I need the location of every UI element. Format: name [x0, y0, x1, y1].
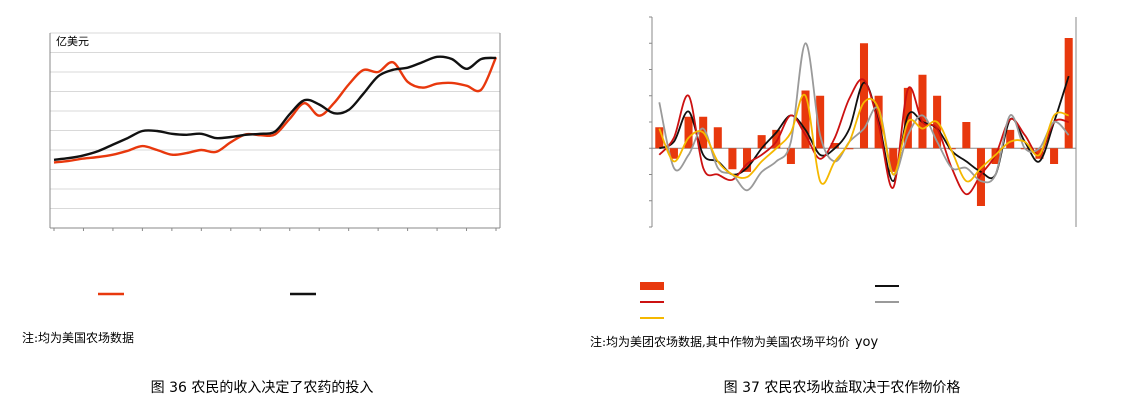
- chart2-bar: [830, 143, 839, 149]
- note-right: 注:均为美团农场数据,其中作物为美国农场平均价 yoy: [590, 334, 879, 350]
- caption-right: 图 37 农民农场收益取决于农作物价格: [724, 380, 961, 396]
- chart2-bar: [655, 127, 664, 149]
- chart2-series-line-3: [658, 93, 1069, 185]
- chart-farm-yoy-prices: [640, 16, 1077, 319]
- chart2-series-line-1: [658, 78, 1069, 196]
- chart2-bar: [1064, 38, 1073, 149]
- chart2-bar: [757, 135, 766, 149]
- chart2-bar: [1006, 129, 1015, 149]
- chart2-bar: [684, 116, 693, 149]
- chart2-bar: [669, 148, 678, 159]
- chart2-bar: [859, 43, 869, 149]
- chart2-bar: [713, 127, 722, 149]
- chart2-bar: [918, 74, 927, 149]
- chart2-bar: [976, 148, 985, 206]
- chart1-series-lines: [53, 55, 498, 164]
- chart2-bar: [1050, 148, 1059, 164]
- chart2-legend: [640, 282, 899, 319]
- chart2-bar: [889, 148, 898, 172]
- chart1-series-line-0: [53, 56, 498, 164]
- chart2-bar: [728, 148, 737, 170]
- chart2-bar: [786, 148, 795, 164]
- chart2-series-lines: [658, 42, 1070, 196]
- chart2-bar: [947, 148, 956, 150]
- chart2-bar: [816, 95, 825, 149]
- chart2-legend-swatch-bars: [640, 282, 664, 290]
- note-left: 注:均为美国农场数据: [22, 330, 134, 345]
- chart2-bar: [962, 122, 971, 149]
- chart1-unit-label: 亿美元: [56, 35, 89, 48]
- caption-left: 图 36 农民的收入决定了农药的投入: [151, 380, 374, 396]
- chart2-bar: [743, 148, 752, 172]
- chart1-x-ticks: [53, 228, 497, 231]
- note-right-tail: yoy: [855, 335, 879, 350]
- chart1-series-line-1: [53, 55, 497, 161]
- chart2-bar: [772, 129, 781, 149]
- chart2-bar: [801, 90, 810, 149]
- chart1-axes: [49, 33, 501, 229]
- chart2-bar: [845, 148, 854, 150]
- chart-farm-receipts-pesticide: 亿美元: [49, 32, 501, 296]
- note-right-zh: 注:均为美团农场数据,其中作物为美国农场平均价: [590, 334, 850, 349]
- chart2-bars: [655, 38, 1073, 206]
